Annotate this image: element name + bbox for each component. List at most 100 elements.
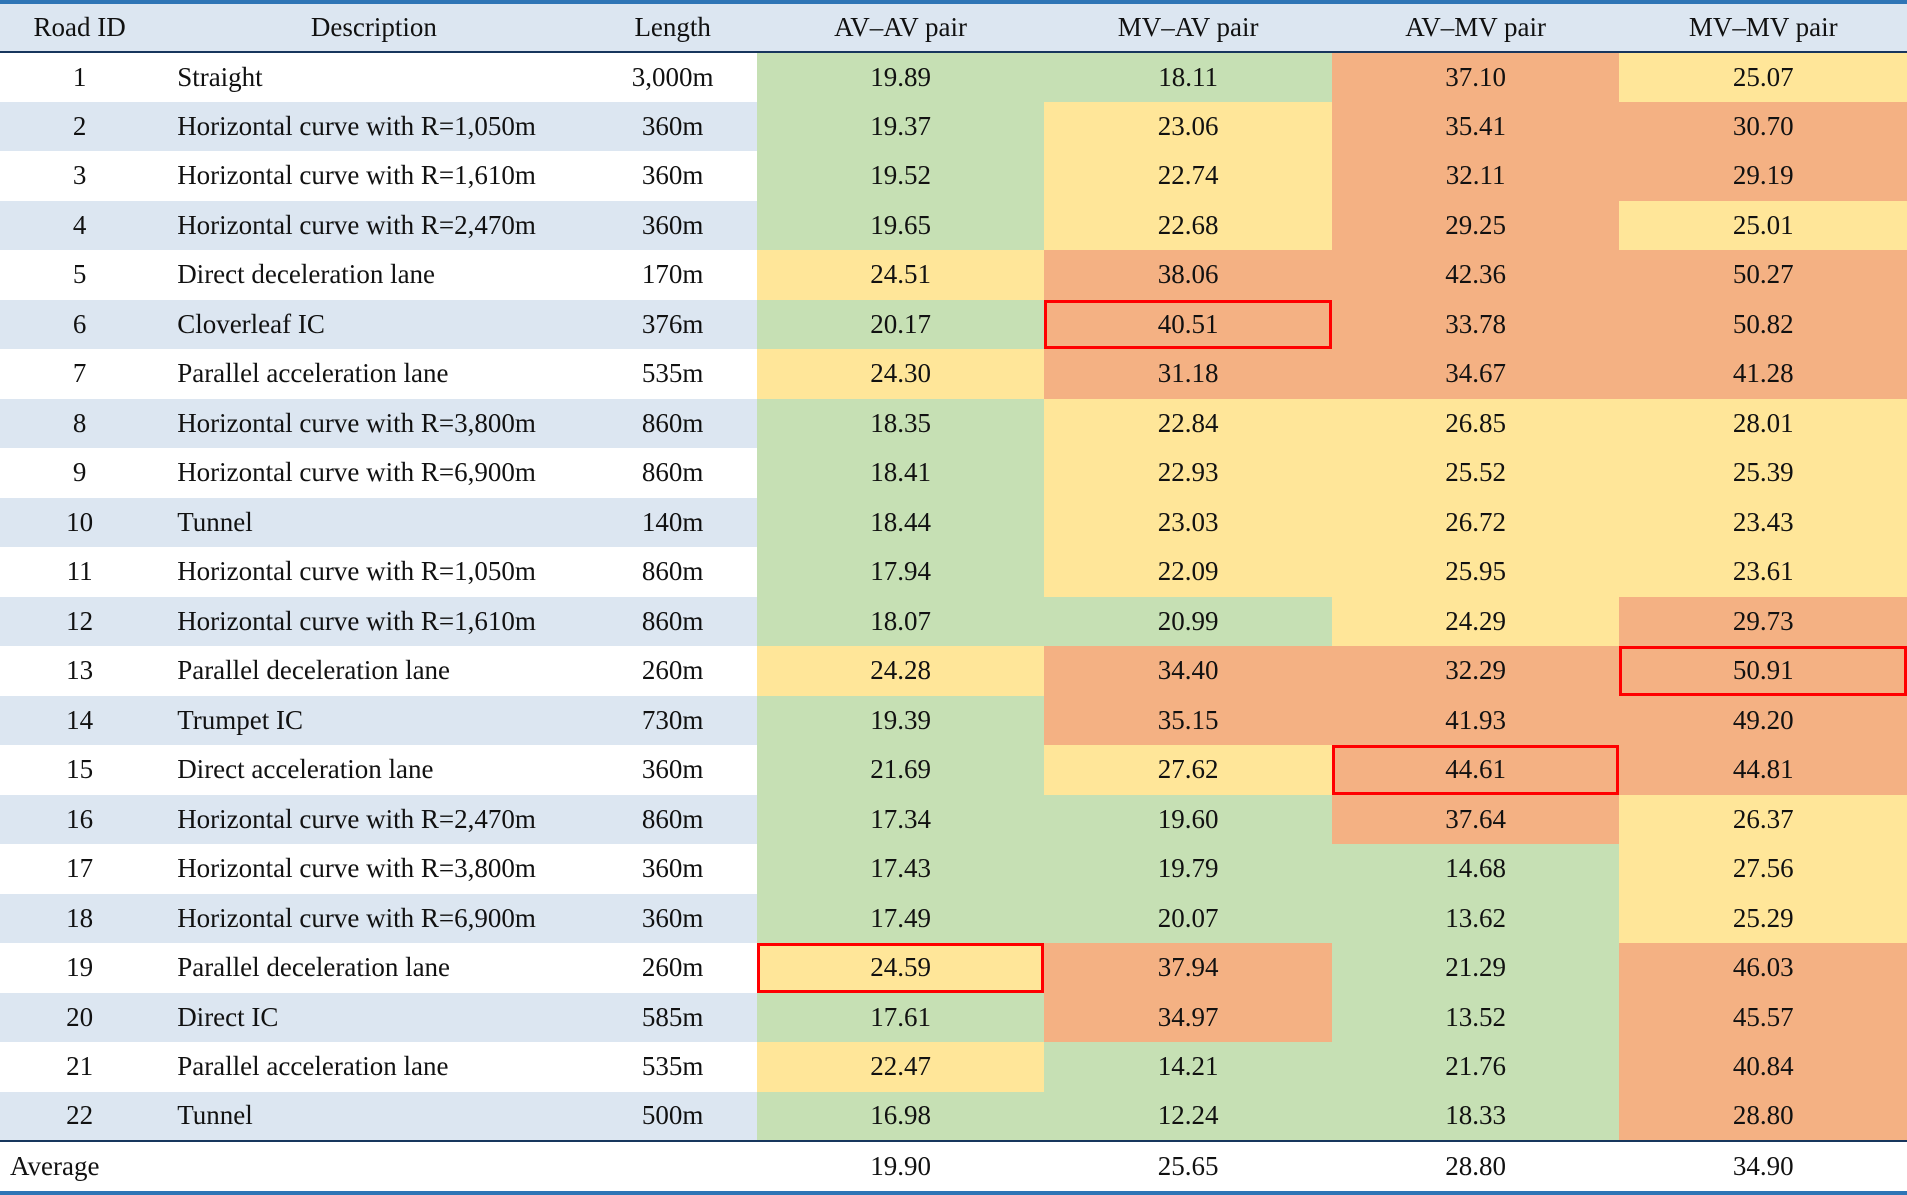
value-cell: 20.17: [756, 299, 1045, 349]
length-cell: 360m: [588, 200, 757, 250]
table-footer: Average 19.90 25.65 28.80 34.90: [0, 1141, 1907, 1193]
value-cell: 22.09: [1044, 547, 1332, 597]
value-cell: 37.94: [1044, 943, 1332, 993]
value-cell: 42.36: [1331, 250, 1620, 300]
column-header-mv-av-pair: MV–AV pair: [1117, 12, 1259, 42]
table-row-18: 18 Horizontal curve with R=6,900m 360m 17.4…: [0, 893, 1907, 943]
length-cell: 860m: [641, 457, 704, 488]
value-cell: 30.70: [1619, 101, 1907, 151]
length-cell: 140m: [588, 497, 757, 547]
table-row-12: 12 Horizontal curve with R=1,610m 860m 18.0…: [0, 596, 1907, 646]
table-row-2: 2 Horizontal curve with R=1,050m 360m 19.37…: [0, 101, 1907, 151]
value-cell: 23.43: [1619, 497, 1907, 547]
value-cell: 17.49: [756, 893, 1045, 943]
length-cell: 860m: [641, 556, 704, 587]
table-row-16: 16 Horizontal curve with R=2,470m 860m 17.3…: [0, 794, 1907, 844]
value-cell: 27.62: [1044, 745, 1332, 795]
road-id-cell: 5: [72, 259, 87, 290]
length-cell: 360m: [588, 893, 757, 943]
value-cell: 22.74: [1044, 151, 1332, 201]
description-cell: Parallel acceleration lane: [177, 358, 449, 389]
table-row-10: 10 Tunnel 140m 18.44 23.03 26.72 23.43: [0, 497, 1907, 547]
value-cell: 18.11: [1044, 52, 1332, 102]
value-cell: 20.07: [1044, 893, 1332, 943]
value-cell: 29.19: [1619, 151, 1907, 201]
value-cell: 22.93: [1044, 448, 1332, 498]
road-id-cell: 20: [0, 992, 160, 1042]
table-row-3: 3 Horizontal curve with R=1,610m 360m 19.52…: [0, 151, 1907, 201]
road-id-cell: 2: [0, 101, 160, 151]
value-cell: 50.82: [1619, 299, 1907, 349]
value-cell: 19.52: [756, 151, 1045, 201]
description-cell: Direct deceleration lane: [177, 259, 436, 290]
description-cell: Horizontal curve with R=1,050m: [159, 101, 589, 151]
road-id-cell: 18: [0, 893, 160, 943]
road-id-cell: 3: [72, 160, 87, 191]
value-cell: 19.89: [756, 52, 1045, 102]
value-cell: 12.24: [1044, 1091, 1332, 1141]
length-cell: 260m: [641, 952, 704, 983]
column-header-av-mv-pair: AV–MV pair: [1405, 12, 1546, 42]
length-cell: 3,000m: [631, 61, 714, 92]
value-cell: 25.29: [1619, 893, 1907, 943]
table-row-22: 22 Tunnel 500m 16.98 12.24 18.33 28.80: [0, 1091, 1907, 1141]
value-cell: 18.07: [756, 596, 1045, 646]
description-cell: Horizontal curve with R=3,800m: [159, 398, 589, 448]
table-row-21: 21 Parallel acceleration lane 535m 22.47 14.…: [0, 1042, 1907, 1092]
value-cell: 22.68: [1044, 200, 1332, 250]
average-row: Average 19.90 25.65 28.80 34.90: [0, 1141, 1907, 1193]
value-cell: 29.73: [1619, 596, 1907, 646]
value-cell: 16.98: [756, 1091, 1045, 1141]
value-cell: 45.57: [1619, 992, 1907, 1042]
value-cell: 46.03: [1619, 943, 1907, 993]
value-cell: 34.67: [1331, 349, 1620, 399]
length-cell: 360m: [641, 160, 704, 191]
description-cell: Straight: [177, 61, 263, 92]
value-cell: 25.07: [1619, 52, 1907, 102]
value-cell: 23.61: [1619, 547, 1907, 597]
value-cell: 24.51: [756, 250, 1045, 300]
value-cell: 25.01: [1619, 200, 1907, 250]
value-cell: 17.43: [756, 844, 1045, 894]
table-row-7: 7 Parallel acceleration lane 535m 24.30 31.1…: [0, 349, 1907, 399]
road-id-cell: 7: [72, 358, 87, 389]
column-header-length: Length: [634, 12, 711, 42]
header-row: Road ID Description Length AV–AV pair MV–AV …: [0, 2, 1907, 52]
value-cell: 32.29: [1331, 646, 1620, 696]
value-cell: 17.34: [756, 794, 1045, 844]
column-header-mv-mv-pair: MV–MV pair: [1688, 12, 1838, 42]
value-cell: 33.78: [1331, 299, 1620, 349]
table-row-9: 9 Horizontal curve with R=6,900m 860m 18.41…: [0, 448, 1907, 498]
value-cell: 50.27: [1619, 250, 1907, 300]
value-cell: 35.15: [1044, 695, 1332, 745]
value-cell: 23.06: [1044, 101, 1332, 151]
road-id-cell: 1: [72, 61, 87, 92]
value-cell: 19.79: [1044, 844, 1332, 894]
description-cell: Horizontal curve with R=1,610m: [159, 596, 589, 646]
value-cell: 19.39: [756, 695, 1045, 745]
value-cell: 18.33: [1331, 1091, 1620, 1141]
road-id-cell: 14: [0, 695, 160, 745]
road-id-cell: 15: [66, 754, 94, 785]
road-id-cell: 16: [0, 794, 160, 844]
value-cell: 26.37: [1619, 794, 1907, 844]
description-cell: Parallel deceleration lane: [177, 655, 451, 686]
value-cell: 37.64: [1331, 794, 1620, 844]
value-cell: 21.76: [1331, 1042, 1620, 1092]
value-cell: 14.21: [1044, 1042, 1332, 1092]
length-cell: 860m: [588, 794, 757, 844]
value-cell: 21.29: [1331, 943, 1620, 993]
description-cell: Tunnel: [159, 1091, 589, 1141]
road-id-cell: 21: [66, 1051, 94, 1082]
value-cell: 41.28: [1619, 349, 1907, 399]
description-cell: Cloverleaf IC: [159, 299, 589, 349]
table-header: Road ID Description Length AV–AV pair MV–AV …: [0, 2, 1907, 52]
value-cell: 14.68: [1331, 844, 1620, 894]
table-row-11: 11 Horizontal curve with R=1,050m 860m 17.9…: [0, 547, 1907, 597]
value-cell: 24.28: [756, 646, 1045, 696]
road-id-cell: 13: [66, 655, 94, 686]
column-header-road-id: Road ID: [33, 12, 126, 42]
average-value-cell: 34.90: [1619, 1141, 1907, 1193]
